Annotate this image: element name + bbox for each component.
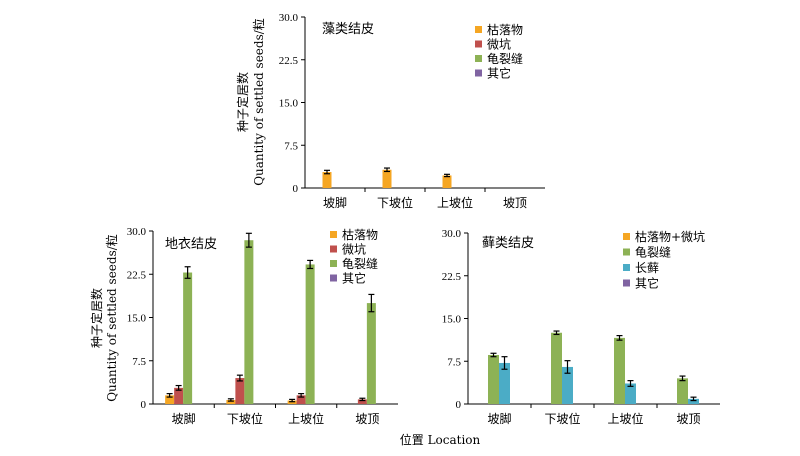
y-tick-label: 22.5 — [442, 271, 462, 283]
legend-label: 枯落物 — [342, 227, 378, 242]
panel-title: 藓类结皮 — [482, 236, 534, 251]
legend-label: 枯落物 — [487, 22, 523, 37]
bar — [488, 354, 499, 404]
y-tick-label: 7.5 — [284, 140, 298, 152]
bar — [614, 337, 625, 404]
y-tick-label: 0 — [293, 183, 299, 195]
bar — [357, 399, 367, 404]
legend-swatch — [330, 245, 337, 253]
legend-label: 龟裂缝 — [342, 256, 378, 271]
x-category-label: 坡脚 — [487, 411, 511, 426]
bar — [551, 332, 562, 404]
x-category-label: 上坡位 — [288, 411, 324, 426]
bar — [382, 169, 392, 188]
y-tick-label: 30.0 — [127, 226, 147, 238]
legend-swatch — [623, 264, 630, 271]
x-category-label: 下坡位 — [544, 411, 580, 426]
legend-swatch — [475, 69, 482, 77]
y-tick-label: 22.5 — [279, 55, 299, 67]
y-tick-label: 30.0 — [442, 228, 462, 240]
legend-swatch — [475, 55, 482, 62]
legend-label: 枯落物+微坑 — [635, 229, 705, 244]
legend-label: 微坑 — [487, 37, 511, 52]
y-tick-label: 15.0 — [279, 98, 299, 110]
bar — [688, 398, 699, 404]
bar — [165, 395, 175, 404]
legend-swatch — [623, 248, 630, 256]
y-tick-label: 7.5 — [132, 356, 146, 368]
y-tick-label: 7.5 — [447, 356, 461, 368]
legend-label: 其它 — [487, 66, 511, 81]
x-category-label: 上坡位 — [437, 195, 473, 210]
y-axis-label-cn-top: 种子定居数 — [235, 72, 250, 132]
y-axis-label-cn-bottom: 种子定居数 — [89, 288, 104, 348]
legend-swatch — [330, 231, 337, 238]
bar — [174, 387, 184, 404]
bar — [366, 303, 376, 404]
x-category-label: 下坡位 — [377, 195, 413, 210]
legend-swatch — [623, 233, 630, 240]
x-category-label: 坡脚 — [172, 411, 196, 426]
y-tick-label: 0 — [141, 399, 147, 411]
legend-label: 微坑 — [342, 242, 366, 257]
y-axis-label-en-top: Quantity of settled seeds/粒 — [251, 18, 266, 186]
y-tick-label: 15.0 — [442, 314, 462, 326]
bar — [442, 175, 452, 188]
x-category-label: 下坡位 — [227, 411, 263, 426]
x-category-label: 坡顶 — [355, 412, 379, 426]
y-axis-label-en-bottom: Quantity of settled seeds/粒 — [104, 234, 119, 402]
legend-label: 其它 — [635, 276, 659, 291]
legend-label: 长藓 — [635, 261, 659, 275]
legend-label: 龟裂缝 — [635, 245, 671, 260]
y-tick-label: 0 — [456, 399, 462, 411]
panel-title: 藻类结皮 — [322, 22, 374, 37]
x-category-label: 坡脚 — [323, 195, 347, 210]
legend-swatch — [475, 26, 482, 33]
x-category-label: 坡顶 — [503, 196, 527, 210]
legend-label: 龟裂缝 — [487, 51, 523, 66]
legend-label: 其它 — [342, 271, 366, 286]
bar — [305, 264, 315, 404]
bar — [499, 362, 510, 404]
y-tick-label: 30.0 — [279, 12, 299, 24]
panel-title: 地衣结皮 — [165, 236, 217, 252]
bar — [244, 240, 254, 404]
bar — [296, 395, 306, 404]
bar — [625, 383, 636, 404]
bar — [183, 272, 193, 404]
bar — [226, 399, 236, 404]
y-tick-label: 15.0 — [127, 313, 147, 325]
bar — [677, 378, 688, 404]
y-tick-label: 22.5 — [127, 269, 147, 281]
legend-swatch — [623, 279, 630, 287]
legend-swatch — [330, 274, 337, 282]
x-category-label: 坡顶 — [676, 412, 700, 426]
bar — [562, 366, 573, 404]
legend-swatch — [330, 260, 337, 267]
bar — [235, 378, 245, 404]
x-category-label: 上坡位 — [607, 411, 643, 426]
bar — [322, 172, 332, 188]
legend-swatch — [475, 40, 482, 48]
x-axis-label: 位置 Location — [400, 432, 481, 447]
chart-panel-3: 0 7.5 15.0 22.5 30.0 坡脚 下坡位 上坡位 坡顶 藓类结皮 枯落物+微坑龟裂缝长… — [442, 228, 720, 426]
